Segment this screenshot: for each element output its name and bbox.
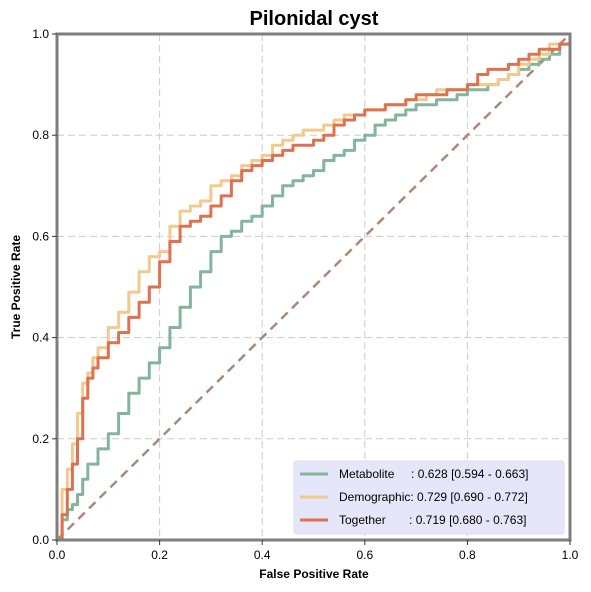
y-tick-label: 0.2 [32,432,49,446]
ticks: 0.0 0.2 0.4 0.6 0.8 1.0 0.0 0.2 0.4 0.6 0.8 1.0 [32,27,578,562]
y-tick-label: 0.4 [32,331,49,345]
diagonal-layer [56,33,571,541]
x-tick-label: 0.4 [254,548,271,562]
series-line-together [57,34,572,542]
x-tick-label: 1.0 [562,548,579,562]
legend-label-together: Together : 0.719 [0.680 - 0.763] [339,513,526,527]
legend-box [293,460,565,535]
x-tick-label: 0.2 [151,548,168,562]
legend: Metabolite : 0.628 [0.594 - 0.663] Demogr… [293,460,565,535]
chance-diagonal-line [56,33,571,541]
legend-label-demographic: Demographic: 0.729 [0.690 - 0.772] [339,490,528,504]
y-tick-label: 0.8 [32,128,49,142]
series-line-metabolite [57,34,572,542]
legend-label-metabolite: Metabolite : 0.628 [0.594 - 0.663] [339,467,528,481]
y-tick-label: 0.6 [32,229,49,243]
x-tick-label: 0.0 [49,548,66,562]
x-axis-label: False Positive Rate [259,567,369,581]
grid [57,34,570,540]
y-axis-label: True Positive Rate [9,235,23,339]
x-tick-label: 0.8 [459,548,476,562]
y-tick-label: 0.0 [32,533,49,547]
x-tick-label: 0.6 [356,548,373,562]
y-tick-label: 1.0 [32,27,49,41]
chart-title: Pilonidal cyst [250,8,379,30]
plot-frame [55,32,572,542]
series-layer [57,34,572,542]
